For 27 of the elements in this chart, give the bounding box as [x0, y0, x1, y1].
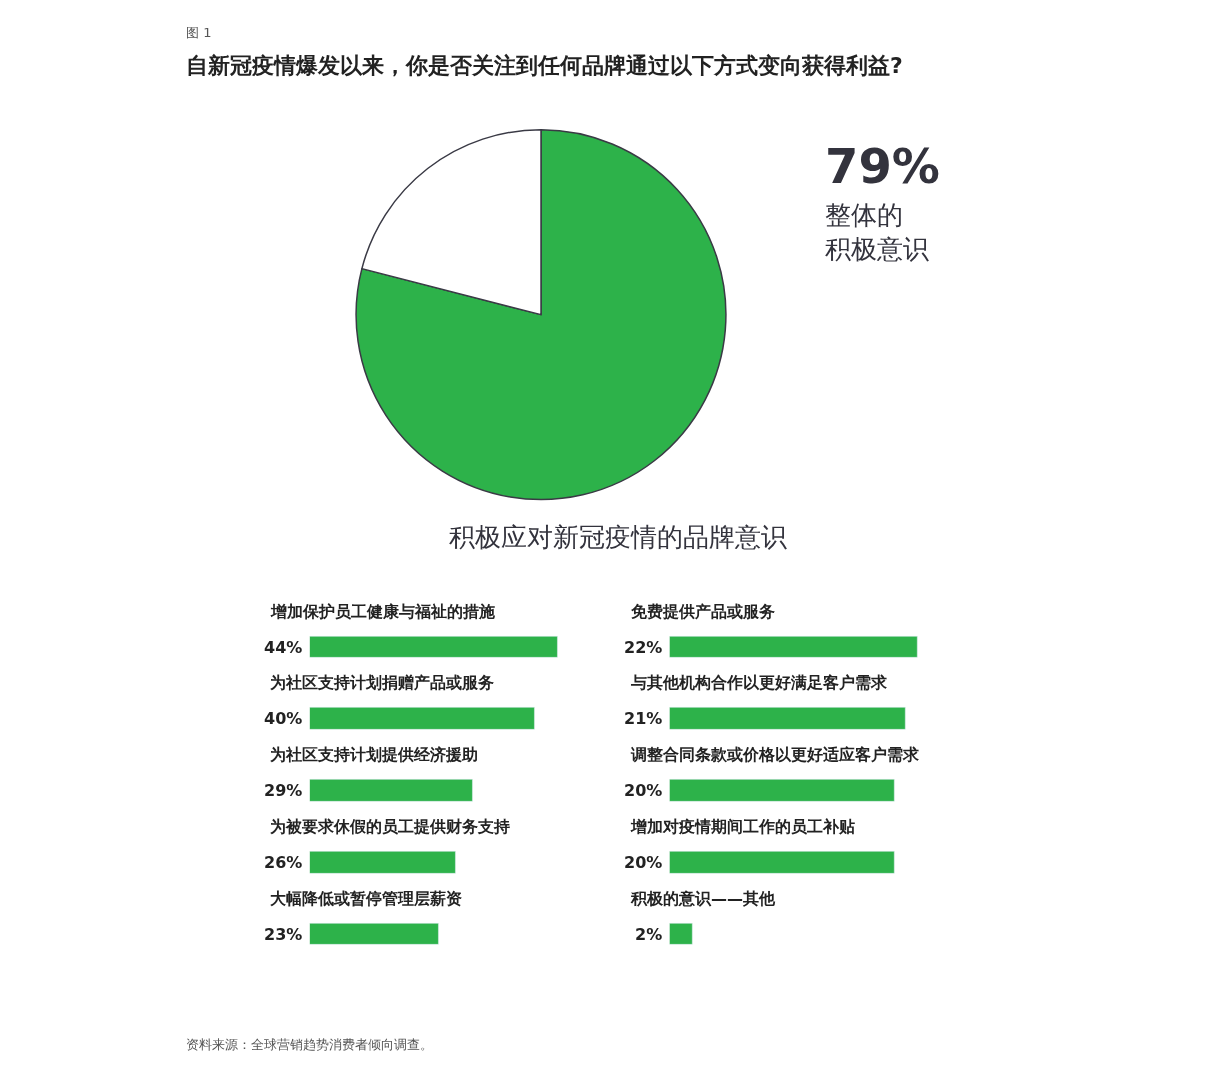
category-label: 为被要求休假的员工提供财务支持 [270, 817, 510, 836]
data-label: 23% [264, 925, 303, 944]
category-label: 大幅降低或暂停管理层薪资 [270, 889, 462, 908]
category-label: 与其他机构合作以更好满足客户需求 [631, 673, 887, 692]
slice-label: 整体的积极意识 [825, 200, 929, 264]
category-label: 增加保护员工健康与福祉的措施 [271, 602, 495, 621]
data-label: 21% [624, 709, 663, 728]
data-label: 29% [264, 781, 303, 800]
category-label: 为社区支持计划捐赠产品或服务 [270, 673, 494, 692]
data-label: 2% [635, 925, 663, 944]
text: 资料来源：全球营销趋势消费者倾向调查。 [186, 1037, 433, 1052]
data-label: 20% [624, 781, 663, 800]
data-label: 44% [264, 638, 303, 657]
data-label: 79% [825, 138, 940, 194]
data-label: 22% [624, 638, 663, 657]
data-label: 20% [624, 853, 663, 872]
category-label: 积极的意识——其他 [631, 889, 775, 908]
caption: 图 1 [186, 25, 212, 40]
chart-title: 自新冠疫情爆发以来，你是否关注到任何品牌通过以下方式变向获得利益? [186, 53, 903, 78]
category-label: 增加对疫情期间工作的员工补贴 [631, 817, 855, 836]
category-label: 免费提供产品或服务 [631, 602, 775, 621]
text: 积极应对新冠疫情的品牌意识 [449, 522, 787, 552]
pie-slice [355, 128, 727, 501]
category-label: 调整合同条款或价格以更好适应客户需求 [631, 745, 919, 764]
data-label: 40% [264, 709, 303, 728]
category-label: 为社区支持计划提供经济援助 [270, 745, 478, 764]
data-label: 26% [264, 853, 303, 872]
